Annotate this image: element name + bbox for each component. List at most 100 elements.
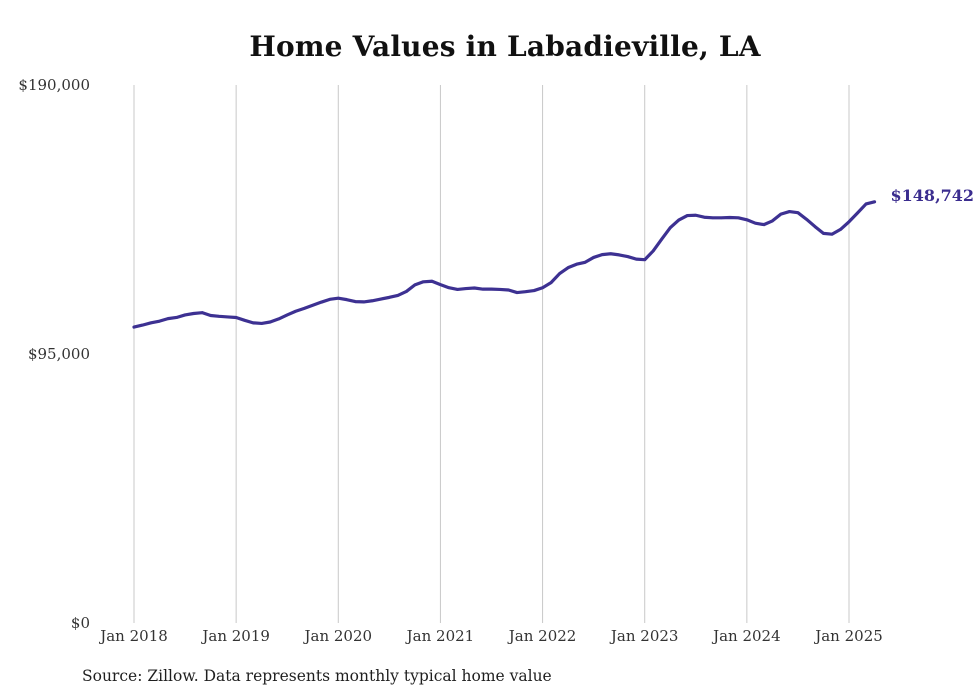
data-point xyxy=(532,289,536,292)
data-point xyxy=(847,220,851,224)
data-point xyxy=(277,317,281,321)
y-axis-ticks: $0 $95,000 $190,000 xyxy=(18,76,90,632)
data-point xyxy=(149,321,153,325)
data-point xyxy=(720,216,723,220)
data-point xyxy=(507,288,510,292)
data-point xyxy=(345,298,349,301)
data-point xyxy=(609,252,612,256)
data-point xyxy=(285,313,289,317)
data-point xyxy=(524,290,527,294)
data-point xyxy=(192,312,195,315)
data-point xyxy=(677,218,681,222)
data-point xyxy=(371,299,374,303)
data-point xyxy=(668,226,672,230)
data-point xyxy=(141,323,144,327)
data-point xyxy=(737,216,740,220)
data-point xyxy=(319,300,323,304)
data-point xyxy=(762,223,766,226)
data-point xyxy=(226,315,229,319)
last-value-label: $148,742 xyxy=(891,186,975,205)
data-point xyxy=(498,288,502,291)
data-point xyxy=(464,287,468,290)
data-point xyxy=(473,286,476,290)
y-tick-label: $95,000 xyxy=(28,345,90,363)
data-point xyxy=(830,232,834,236)
data-point xyxy=(805,217,808,221)
y-tick-label: $190,000 xyxy=(18,76,90,94)
x-tick-label: Jan 2018 xyxy=(98,627,168,645)
data-point xyxy=(728,216,732,219)
data-point xyxy=(711,216,715,220)
data-point xyxy=(362,300,366,304)
grid-lines xyxy=(133,85,850,623)
x-tick-label: Jan 2019 xyxy=(200,627,270,645)
data-point xyxy=(754,221,757,225)
data-point xyxy=(396,294,400,297)
data-point xyxy=(566,266,570,269)
x-tick-label: Jan 2023 xyxy=(609,627,679,645)
data-point xyxy=(702,215,706,219)
data-point xyxy=(243,319,246,322)
data-point xyxy=(813,225,817,228)
data-point xyxy=(686,214,689,217)
data-point xyxy=(217,315,221,318)
y-tick-label: $0 xyxy=(71,614,90,632)
data-point xyxy=(430,279,434,283)
data-point xyxy=(166,317,170,320)
data-point xyxy=(422,280,425,284)
data-point xyxy=(158,319,161,323)
data-point xyxy=(617,253,621,257)
data-point xyxy=(779,212,783,216)
data-point xyxy=(651,249,655,253)
data-point xyxy=(600,253,604,256)
data-point xyxy=(558,272,561,275)
data-point xyxy=(575,262,578,266)
data-point xyxy=(251,321,255,325)
data-point xyxy=(864,202,868,206)
data-point xyxy=(132,325,136,329)
data-point xyxy=(643,258,647,262)
data-point xyxy=(626,255,629,258)
data-point xyxy=(234,316,238,319)
x-tick-label: Jan 2024 xyxy=(711,627,781,645)
data-point xyxy=(209,314,212,317)
data-point xyxy=(660,237,664,241)
data-point xyxy=(796,211,800,214)
series-line-home-value xyxy=(132,200,877,329)
data-point xyxy=(788,210,791,213)
x-tick-label: Jan 2025 xyxy=(813,627,883,645)
data-point xyxy=(745,218,749,222)
data-point xyxy=(200,311,204,314)
x-tick-label: Jan 2021 xyxy=(405,627,475,645)
data-point xyxy=(515,291,519,294)
data-point xyxy=(447,286,451,290)
data-point xyxy=(592,256,595,259)
data-point xyxy=(456,288,459,291)
data-point xyxy=(268,320,272,324)
data-point xyxy=(873,200,876,204)
data-point xyxy=(490,287,493,291)
data-points xyxy=(132,200,876,329)
data-point xyxy=(839,228,842,231)
data-point xyxy=(183,313,187,317)
data-point xyxy=(302,307,306,310)
data-point xyxy=(413,283,417,287)
data-point xyxy=(354,300,357,303)
data-point xyxy=(541,286,544,290)
data-point xyxy=(260,322,263,325)
data-point xyxy=(175,316,178,319)
data-point xyxy=(294,309,297,313)
data-point xyxy=(388,296,391,299)
data-point xyxy=(481,287,485,291)
data-point xyxy=(439,283,442,286)
x-axis-ticks: Jan 2018 Jan 2019 Jan 2020 Jan 2021 Jan 2022… xyxy=(98,627,883,645)
data-point xyxy=(311,304,315,307)
data-point xyxy=(583,260,587,264)
x-tick-label: Jan 2020 xyxy=(303,627,373,645)
data-point xyxy=(379,297,383,301)
x-tick-label: Jan 2022 xyxy=(507,627,577,645)
data-point xyxy=(822,232,825,235)
data-point xyxy=(405,290,408,293)
data-point xyxy=(549,281,553,284)
data-point xyxy=(694,213,698,217)
